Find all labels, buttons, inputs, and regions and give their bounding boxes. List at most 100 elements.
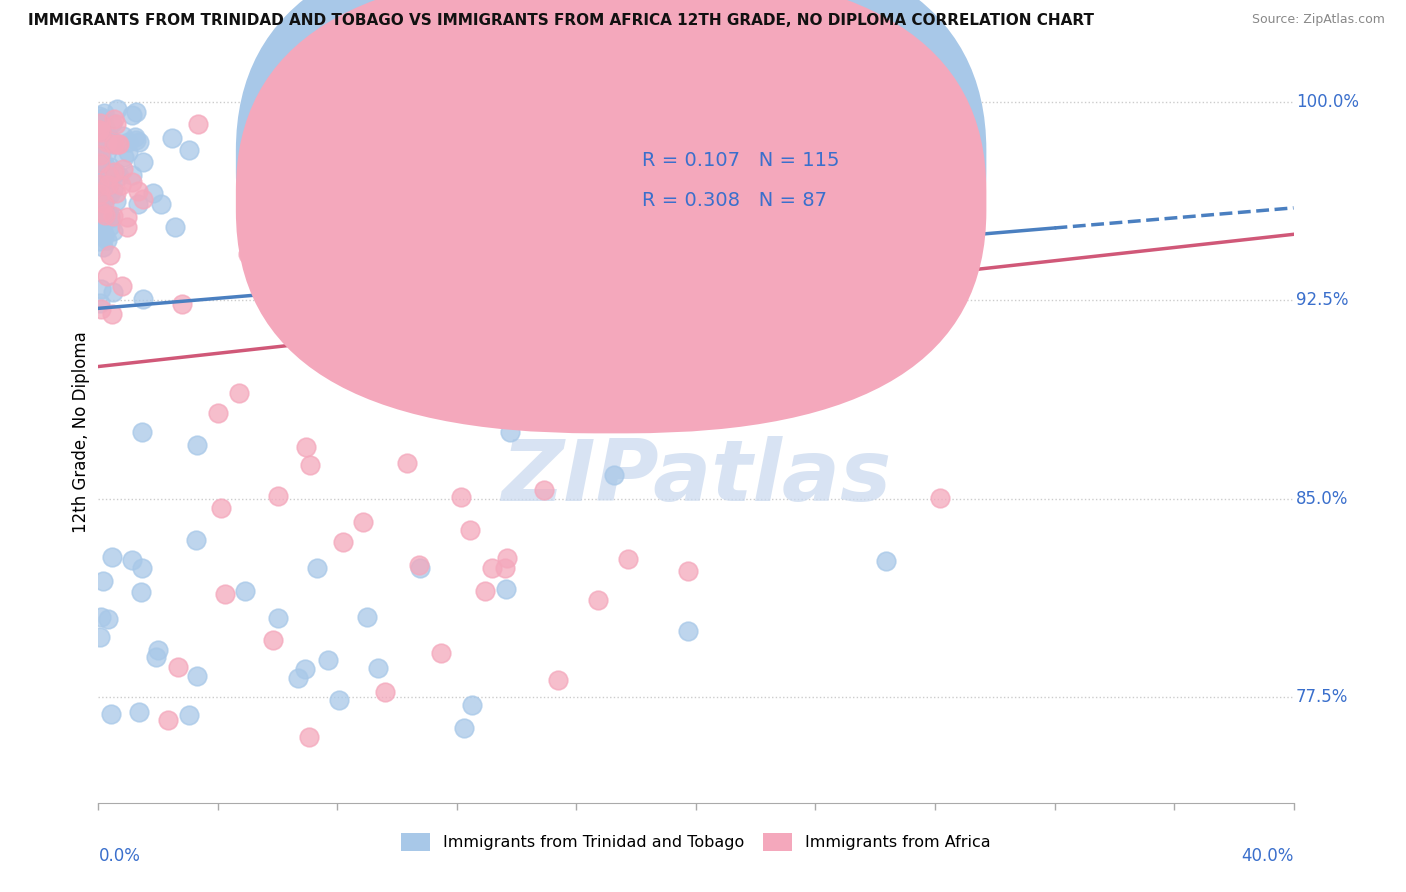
Point bbox=[214, 587, 236, 601]
Point bbox=[427, 328, 450, 343]
Point bbox=[422, 177, 444, 191]
Point bbox=[105, 186, 128, 200]
Point bbox=[90, 125, 112, 139]
Point bbox=[96, 211, 118, 226]
Point bbox=[496, 551, 519, 566]
Point bbox=[90, 149, 112, 163]
Point bbox=[91, 239, 114, 253]
Point bbox=[90, 282, 112, 296]
Point bbox=[209, 501, 232, 516]
Point bbox=[458, 523, 481, 537]
Point bbox=[499, 425, 522, 439]
Point bbox=[90, 186, 112, 201]
Point bbox=[100, 549, 122, 564]
Point bbox=[111, 129, 134, 144]
Point bbox=[105, 102, 128, 116]
Point bbox=[141, 186, 163, 201]
Point bbox=[374, 684, 396, 698]
Y-axis label: 12th Grade, No Diploma: 12th Grade, No Diploma bbox=[72, 332, 90, 533]
Point bbox=[533, 483, 555, 497]
Point bbox=[481, 561, 503, 575]
Text: IMMIGRANTS FROM TRINIDAD AND TOBAGO VS IMMIGRANTS FROM AFRICA 12TH GRADE, NO DIP: IMMIGRANTS FROM TRINIDAD AND TOBAGO VS I… bbox=[28, 13, 1094, 29]
Point bbox=[93, 191, 115, 205]
Point bbox=[316, 653, 339, 667]
Point bbox=[91, 111, 114, 125]
Point bbox=[105, 117, 128, 131]
Point bbox=[101, 224, 124, 238]
Point bbox=[207, 406, 229, 420]
Point bbox=[127, 185, 149, 199]
Point bbox=[101, 182, 124, 196]
Point bbox=[93, 195, 115, 210]
FancyBboxPatch shape bbox=[236, 0, 987, 434]
Point bbox=[94, 146, 117, 161]
Text: R = 0.308   N = 87: R = 0.308 N = 87 bbox=[643, 192, 827, 211]
Point bbox=[91, 208, 114, 222]
Point bbox=[430, 191, 453, 205]
Point bbox=[87, 205, 110, 219]
Point bbox=[429, 303, 451, 318]
Point bbox=[96, 164, 118, 178]
Point bbox=[177, 707, 200, 722]
Point bbox=[91, 574, 114, 589]
Point bbox=[131, 585, 153, 599]
Point bbox=[91, 205, 114, 219]
Point bbox=[132, 155, 155, 169]
Point bbox=[167, 660, 190, 674]
Point bbox=[409, 561, 432, 575]
Point bbox=[103, 137, 125, 152]
Point bbox=[124, 133, 146, 147]
Point bbox=[107, 136, 129, 151]
Point bbox=[89, 154, 111, 169]
Point bbox=[146, 642, 169, 657]
Point bbox=[160, 130, 183, 145]
Point bbox=[87, 189, 110, 203]
Point bbox=[328, 693, 350, 707]
Point bbox=[115, 220, 138, 235]
Point bbox=[170, 297, 193, 311]
Point bbox=[98, 186, 121, 201]
FancyBboxPatch shape bbox=[236, 0, 987, 393]
Point bbox=[676, 564, 699, 578]
Point bbox=[89, 156, 111, 170]
Point bbox=[267, 610, 290, 624]
Text: 77.5%: 77.5% bbox=[1296, 688, 1348, 706]
Point bbox=[236, 247, 259, 261]
Point bbox=[87, 125, 110, 139]
Point bbox=[184, 533, 207, 547]
Point bbox=[89, 115, 111, 129]
Point bbox=[145, 650, 167, 665]
Point bbox=[87, 214, 110, 228]
Text: 0.0%: 0.0% bbox=[98, 847, 141, 865]
Point bbox=[395, 456, 418, 470]
Point bbox=[875, 554, 897, 568]
Point bbox=[98, 169, 121, 183]
Point bbox=[89, 218, 111, 232]
Point bbox=[103, 165, 125, 179]
Point bbox=[110, 178, 132, 192]
Point bbox=[186, 438, 208, 452]
Point bbox=[103, 112, 125, 126]
Point bbox=[494, 561, 516, 575]
Point bbox=[128, 705, 150, 719]
Point bbox=[298, 458, 321, 473]
Point bbox=[111, 162, 134, 177]
Point bbox=[93, 106, 115, 120]
Point bbox=[257, 134, 280, 148]
FancyBboxPatch shape bbox=[579, 133, 883, 233]
Point bbox=[108, 169, 131, 183]
Point bbox=[124, 130, 146, 145]
Point bbox=[408, 558, 430, 573]
Point bbox=[91, 162, 114, 177]
Point bbox=[450, 490, 472, 504]
Point bbox=[94, 120, 117, 135]
Point bbox=[89, 296, 111, 310]
Point bbox=[352, 515, 374, 529]
Point bbox=[267, 489, 290, 503]
Point bbox=[101, 136, 124, 151]
Point bbox=[89, 196, 111, 211]
Point bbox=[676, 624, 699, 638]
Point bbox=[495, 582, 517, 596]
Point bbox=[290, 326, 312, 340]
Point bbox=[89, 194, 111, 209]
